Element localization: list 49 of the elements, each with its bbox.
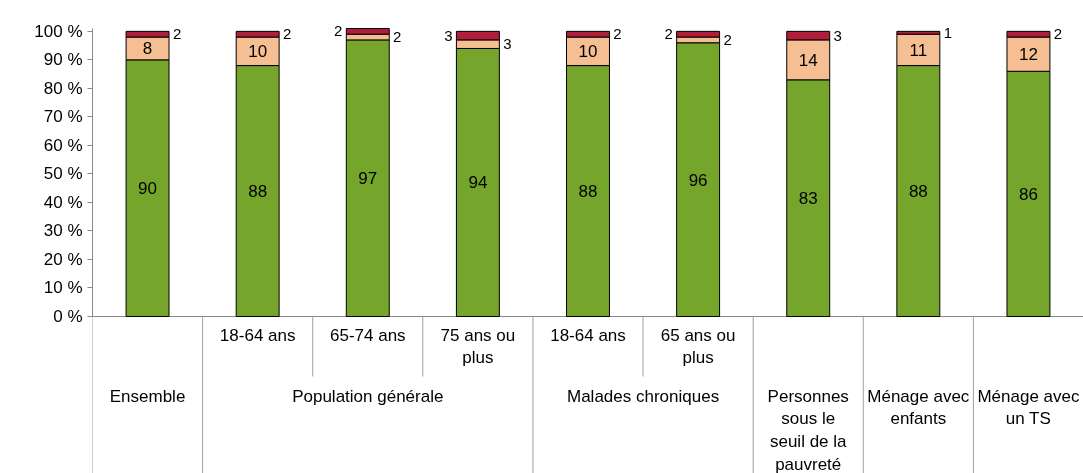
- data-label: 1: [943, 23, 952, 41]
- x-tick-label: 75 ans ou plus: [440, 325, 516, 368]
- x-tick-label: 18-64 ans: [550, 325, 626, 345]
- y-tick-label: 30 %: [43, 221, 83, 241]
- data-label: 88: [248, 182, 268, 202]
- y-tick-label: 10 %: [43, 278, 83, 298]
- data-label: 2: [613, 25, 622, 43]
- y-tick-label: 40 %: [43, 192, 83, 212]
- y-tick-label: 100 %: [34, 21, 83, 41]
- data-label: 86: [1018, 184, 1038, 204]
- data-label: 88: [908, 182, 928, 202]
- x-tick-label: 18-64 ans: [219, 325, 296, 345]
- x-tick-label: Ménage avec un TS: [977, 386, 1080, 429]
- data-label: 11: [909, 40, 928, 60]
- data-label: 2: [723, 30, 732, 48]
- y-tick-label: 50 %: [43, 164, 83, 184]
- data-label: 8: [142, 39, 153, 59]
- data-label: 96: [688, 170, 708, 190]
- x-tick-label: 65-74 ans: [329, 325, 406, 345]
- y-tick-label: 60 %: [43, 135, 83, 155]
- data-label: 10: [578, 42, 598, 62]
- data-label: 14: [798, 50, 818, 70]
- x-tick-label: Ensemble: [109, 386, 186, 406]
- data-label: 2: [1053, 25, 1063, 43]
- y-tick-label: 20 %: [43, 249, 83, 269]
- x-tick-label: 65 ans ou plus: [660, 325, 736, 368]
- data-label: 83: [798, 189, 818, 209]
- y-tick-label: 0 %: [53, 307, 83, 326]
- x-tick-label: Personnes sous le seuil de la pauvreté: [767, 386, 849, 473]
- text: Population générale: [292, 386, 444, 406]
- data-label: 2: [334, 22, 343, 40]
- data-label: 10: [248, 42, 268, 62]
- x-tick-label: Ménage avec enfants: [867, 386, 970, 429]
- y-tick-label: 70 %: [43, 107, 83, 127]
- y-tick-label: 90 %: [43, 50, 83, 70]
- data-label: 2: [664, 25, 673, 43]
- data-label: 90: [138, 179, 158, 199]
- data-label: 2: [393, 28, 402, 46]
- data-label: 3: [833, 26, 842, 44]
- data-label: 2: [172, 25, 182, 43]
- data-label: 97: [358, 169, 378, 189]
- data-label: 94: [468, 173, 488, 193]
- data-label: 2: [282, 25, 292, 43]
- data-label: 88: [578, 182, 598, 202]
- y-tick-label: 80 %: [43, 78, 83, 98]
- text: Malades chroniques: [566, 386, 720, 406]
- data-label: 12: [1018, 45, 1038, 65]
- data-label: 3: [444, 26, 453, 44]
- data-label: 3: [503, 35, 512, 53]
